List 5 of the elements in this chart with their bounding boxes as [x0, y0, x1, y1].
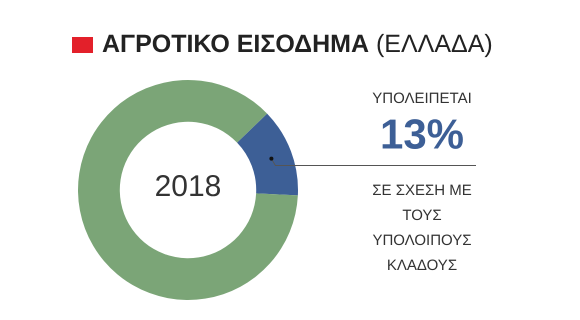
- chart-title: ΑΓΡΟΤΙΚΟ ΕΙΣΟΔΗΜΑ (ΕΛΛΑΔΑ): [102, 30, 493, 59]
- text: ΥΠΟΛΕΙΠΕΤΑΙ: [371, 90, 473, 107]
- data-label: 13%: [380, 110, 464, 158]
- text: 2018: [154, 170, 222, 204]
- text: ΣΕ ΣΧΕΣΗ ΜΕ ΤΟΥΣ ΥΠΟΛΟΙΠΟΥΣ ΚΛΑΔΟΥΣ: [371, 181, 473, 276]
